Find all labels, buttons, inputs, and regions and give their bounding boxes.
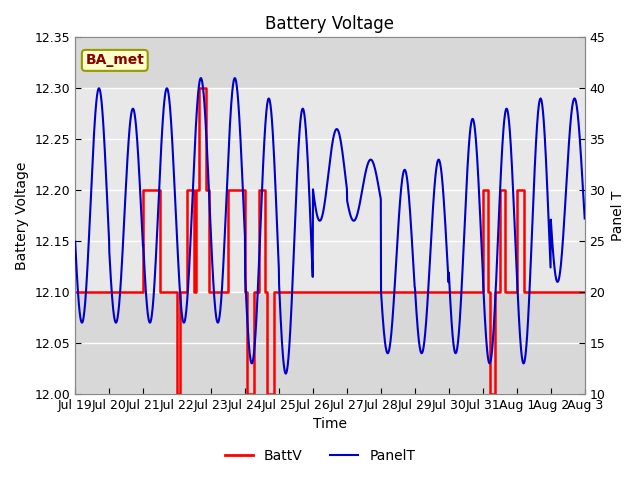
Y-axis label: Battery Voltage: Battery Voltage <box>15 161 29 270</box>
Title: Battery Voltage: Battery Voltage <box>266 15 394 33</box>
Y-axis label: Panel T: Panel T <box>611 191 625 241</box>
X-axis label: Time: Time <box>313 418 347 432</box>
Text: BA_met: BA_met <box>85 53 144 67</box>
Bar <box>75 88 585 292</box>
Legend: BattV, PanelT: BattV, PanelT <box>220 443 420 468</box>
